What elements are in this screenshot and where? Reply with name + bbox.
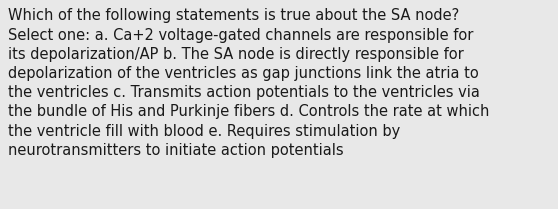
Text: Which of the following statements is true about the SA node?
Select one: a. Ca+2: Which of the following statements is tru…	[8, 8, 490, 158]
